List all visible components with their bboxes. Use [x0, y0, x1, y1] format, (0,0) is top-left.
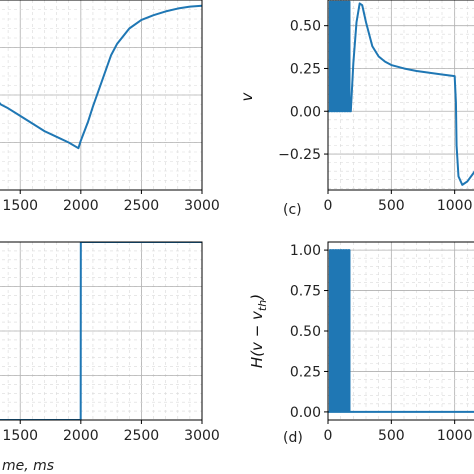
y-tick-label: 1.00	[290, 243, 321, 259]
grid	[0, 0, 202, 190]
x-tick-label: 500	[378, 428, 405, 444]
x-tick-label: 0	[324, 428, 333, 444]
series-line-0	[0, 242, 202, 420]
y-tick-label: 0.25	[290, 61, 321, 77]
y-tick-label: 0.25	[290, 364, 321, 380]
y-axis-label-close-paren: )	[248, 294, 266, 301]
x-tick-label: 1000	[437, 428, 473, 444]
x-tick-label: 2000	[63, 198, 99, 214]
y-axis-label: H(v − vth)	[248, 294, 269, 368]
x-tick-label: 3000	[184, 198, 220, 214]
panel-c-chart: 0 500 1000 0.50 0.25 0.00 −0.25 v (c)	[238, 0, 474, 218]
y-tick-labels: 1.00 0.75 0.50 0.25 0.00	[290, 243, 328, 421]
series-line	[0, 242, 202, 420]
panel-label-c: (c)	[283, 202, 302, 218]
y-tick-label: 0.00	[290, 405, 321, 421]
x-tick-labels: 1500 2000 2500 3000	[2, 420, 220, 444]
series-line-0	[328, 0, 474, 186]
x-tick-labels: 1500 2000 2500 3000	[2, 190, 220, 214]
x-tick-label: 1000	[437, 198, 473, 214]
axes-frame	[0, 241, 203, 421]
y-tick-labels: 0.50 0.25 0.00 −0.25	[278, 19, 328, 163]
x-tick-labels: 0 500 1000	[324, 420, 473, 444]
x-tick-labels: 0 500 1000	[324, 190, 473, 214]
x-axis-label: me, ms	[2, 458, 54, 474]
series-line	[0, 4, 202, 150]
series-line-0	[328, 249, 474, 413]
y-axis-label-H-part: H(v − v	[248, 310, 266, 368]
y-tick-label: 0.50	[290, 19, 321, 35]
series-line	[328, 249, 474, 413]
y-tick-label: 0.50	[290, 324, 321, 340]
series-line	[328, 0, 474, 186]
x-tick-label: 1500	[2, 198, 38, 214]
x-tick-label: 500	[378, 198, 405, 214]
y-axis-label-subscript: th	[256, 300, 269, 311]
panel-bottom-left-chart: 1500 2000 2500 3000 me, ms	[0, 241, 220, 474]
x-tick-label: 1500	[2, 428, 38, 444]
x-tick-label: 3000	[184, 428, 220, 444]
y-axis-label: v	[238, 91, 256, 101]
x-tick-label: 2500	[124, 428, 160, 444]
series-line-0	[0, 4, 202, 150]
panel-label-d: (d)	[283, 430, 303, 446]
grid	[0, 242, 202, 420]
axes-frame	[327, 0, 474, 191]
y-tick-label: 0.75	[290, 284, 321, 300]
panel-d-chart: 0 500 1000 1.00 0.75 0.50 0.25 0.00 H(v − vth)…	[248, 241, 474, 446]
x-tick-label: 2000	[63, 428, 99, 444]
panel-top-left-chart: 1500 2000 2500 3000	[0, 0, 220, 214]
y-tick-label: 0.00	[290, 104, 321, 120]
x-tick-label: 2500	[124, 198, 160, 214]
axes-frame	[0, 0, 203, 191]
x-tick-label: 0	[324, 198, 333, 214]
y-tick-label: −0.25	[278, 147, 321, 163]
